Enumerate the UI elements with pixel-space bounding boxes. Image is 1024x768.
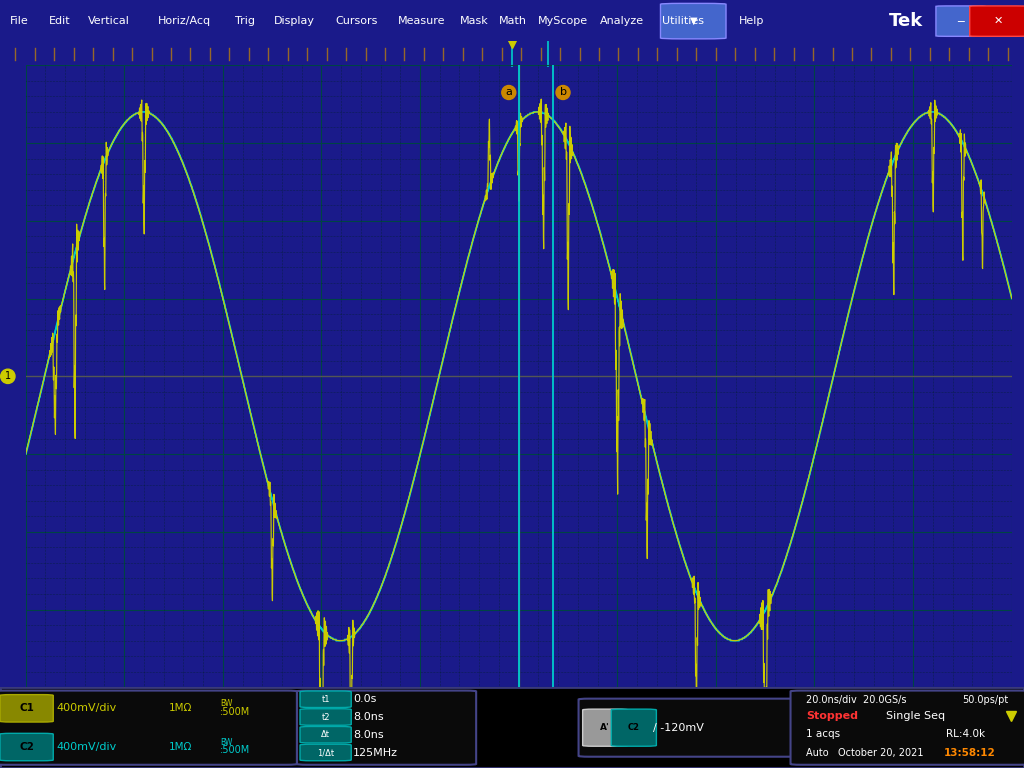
Text: C1: C1 — [19, 703, 34, 713]
Text: Stopped: Stopped — [806, 711, 858, 721]
Text: Cursors: Cursors — [336, 16, 378, 26]
Text: Edit: Edit — [49, 16, 71, 26]
Text: A': A' — [600, 723, 610, 732]
Text: :500M: :500M — [220, 707, 251, 717]
Text: t1: t1 — [322, 695, 330, 704]
Text: t2: t2 — [322, 713, 330, 722]
Text: a: a — [506, 88, 512, 98]
FancyBboxPatch shape — [0, 733, 53, 761]
FancyBboxPatch shape — [791, 690, 1024, 765]
FancyBboxPatch shape — [583, 709, 628, 746]
Text: RL:4.0k: RL:4.0k — [946, 729, 985, 739]
Text: 1/Δt: 1/Δt — [317, 748, 334, 757]
Text: Tek: Tek — [889, 12, 924, 30]
Text: Math: Math — [499, 16, 526, 26]
FancyBboxPatch shape — [936, 6, 985, 36]
Text: Analyze: Analyze — [600, 16, 644, 26]
Text: MyScope: MyScope — [538, 16, 588, 26]
Text: 20.0ns/div  20.0GS/s: 20.0ns/div 20.0GS/s — [806, 695, 906, 705]
Text: 1MΩ: 1MΩ — [169, 742, 193, 752]
Text: Single Seq: Single Seq — [886, 711, 945, 721]
Text: Trig: Trig — [236, 16, 255, 26]
FancyBboxPatch shape — [0, 694, 53, 722]
Text: 8.0ns: 8.0ns — [353, 712, 384, 722]
FancyBboxPatch shape — [300, 691, 351, 707]
Text: Auto   October 20, 2021: Auto October 20, 2021 — [806, 749, 924, 759]
FancyBboxPatch shape — [970, 6, 1024, 36]
Text: 125MHz: 125MHz — [353, 748, 398, 758]
Text: C2: C2 — [628, 723, 640, 732]
Text: Display: Display — [274, 16, 315, 26]
Text: 8.0ns: 8.0ns — [353, 730, 384, 740]
Text: Δt: Δt — [322, 730, 330, 740]
FancyBboxPatch shape — [579, 699, 799, 756]
Text: BW: BW — [220, 699, 232, 708]
Text: Mask: Mask — [460, 16, 488, 26]
FancyBboxPatch shape — [300, 744, 351, 761]
Text: 1: 1 — [5, 371, 11, 382]
FancyBboxPatch shape — [0, 690, 297, 765]
Text: ─: ─ — [957, 16, 964, 26]
Text: ▼: ▼ — [689, 16, 697, 26]
Text: File: File — [10, 16, 29, 26]
Text: 13:58:12: 13:58:12 — [943, 749, 995, 759]
FancyBboxPatch shape — [297, 690, 476, 765]
Text: :500M: :500M — [220, 745, 251, 755]
Text: 1MΩ: 1MΩ — [169, 703, 193, 713]
FancyBboxPatch shape — [300, 709, 351, 725]
Text: ✕: ✕ — [993, 16, 1004, 26]
Text: Vertical: Vertical — [88, 16, 130, 26]
Text: 50.0ps/pt: 50.0ps/pt — [963, 695, 1009, 705]
Text: Measure: Measure — [397, 16, 445, 26]
Text: / -120mV: / -120mV — [653, 723, 705, 733]
FancyBboxPatch shape — [300, 727, 351, 743]
Text: 1 acqs: 1 acqs — [806, 729, 840, 739]
Text: C2: C2 — [19, 742, 34, 752]
Text: BW: BW — [220, 738, 232, 746]
Text: b: b — [559, 88, 566, 98]
FancyBboxPatch shape — [660, 3, 726, 39]
FancyBboxPatch shape — [611, 709, 656, 746]
Text: 400mV/div: 400mV/div — [56, 742, 117, 752]
Text: 400mV/div: 400mV/div — [56, 703, 117, 713]
Text: Help: Help — [739, 16, 764, 26]
Text: Utilities: Utilities — [662, 16, 703, 26]
Text: 0.0s: 0.0s — [353, 694, 377, 704]
Text: Horiz/Acq: Horiz/Acq — [158, 16, 211, 26]
